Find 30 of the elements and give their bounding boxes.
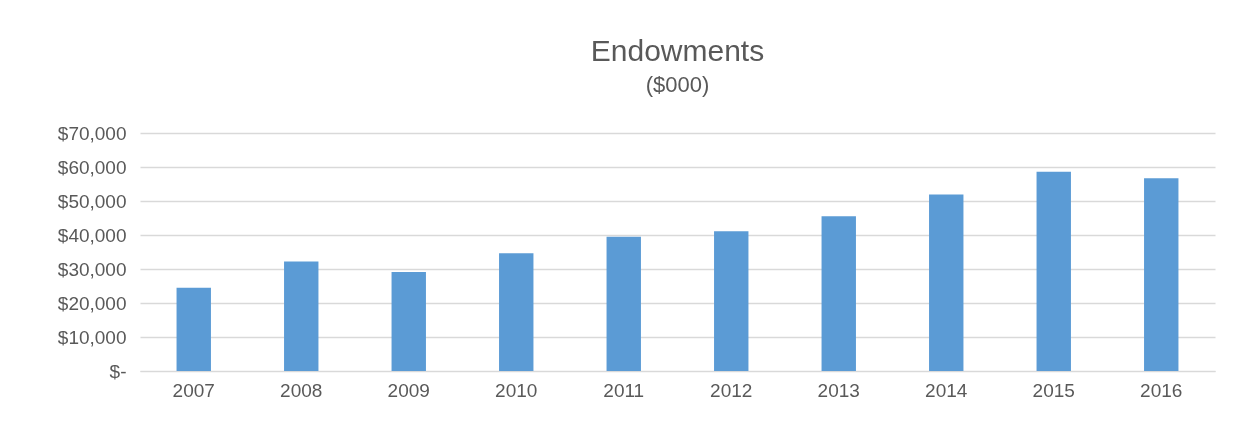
bar (714, 231, 749, 371)
x-tick-label: 2007 (172, 379, 215, 401)
chart-subtitle: ($000) (645, 72, 710, 97)
x-tick-label: 2009 (387, 379, 430, 401)
y-tick-label: $70,000 (57, 122, 127, 144)
bar (499, 253, 534, 371)
x-tick-label: 2008 (280, 379, 323, 401)
x-tick-label: 2011 (603, 379, 645, 401)
x-tick-label: 2016 (1140, 379, 1183, 401)
bar (606, 236, 641, 371)
bar (1144, 178, 1179, 371)
x-tick-label: 2013 (817, 379, 860, 401)
x-tick-label: 2010 (495, 379, 538, 401)
bar (176, 287, 211, 371)
x-tick-label: 2015 (1032, 379, 1075, 401)
y-tick-label: $- (109, 360, 127, 382)
x-tick-label: 2014 (925, 379, 968, 401)
bar (821, 216, 856, 371)
chart-title: Endowments (590, 34, 765, 67)
bar (929, 194, 964, 371)
y-tick-label: $50,000 (57, 190, 127, 212)
y-tick-label: $60,000 (57, 156, 127, 178)
y-tick-label: $40,000 (57, 224, 127, 246)
bar (391, 272, 426, 371)
y-tick-label: $30,000 (57, 258, 127, 280)
bar (284, 261, 319, 371)
y-tick-label: $10,000 (57, 326, 127, 348)
x-tick-label: 2012 (710, 379, 753, 401)
y-tick-label: $20,000 (57, 292, 127, 314)
bar (1036, 171, 1071, 371)
